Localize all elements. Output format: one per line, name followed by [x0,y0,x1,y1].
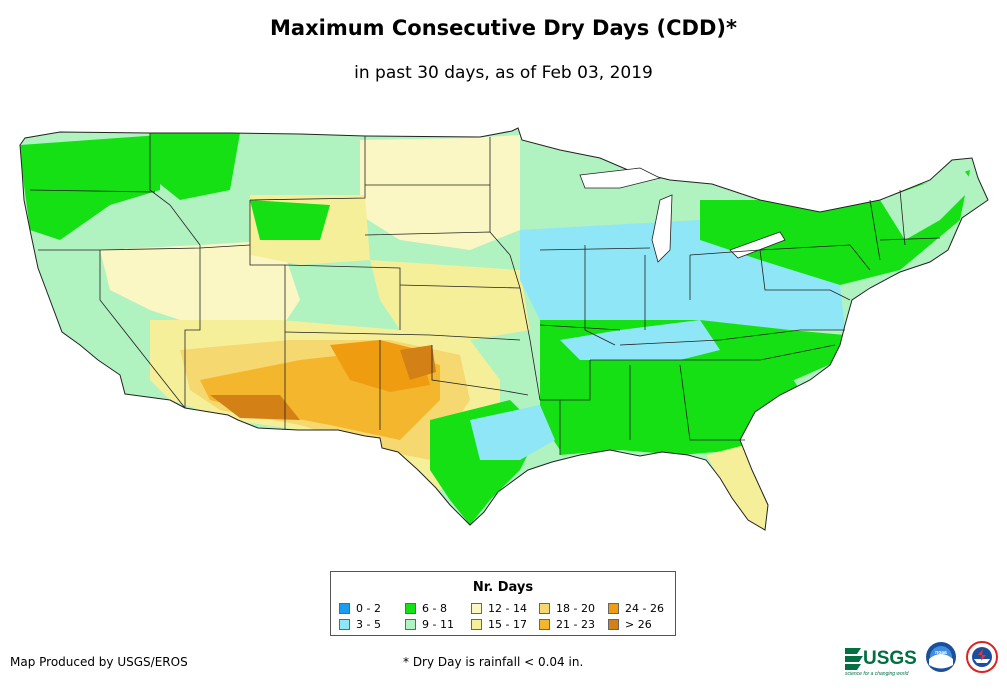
legend-swatch [608,619,619,630]
legend-item-18-20: 18 - 20 [539,602,595,616]
agency-logos: USGS science for a changing world noaa [845,641,998,677]
state-borders [29,133,941,455]
region-pacific-nw [20,135,160,240]
legend-label: 18 - 20 [556,602,595,615]
legend-item-12-14: 12 - 14 [471,602,527,616]
legend-label: > 26 [625,618,652,631]
region-texas-blue [470,405,555,460]
region-southeast-green [560,360,800,455]
legend-swatch [339,619,350,630]
region-north-plains [360,135,520,250]
region-mississippi-blue [560,320,720,370]
legend-label: 12 - 14 [488,602,527,615]
legend-label: 0 - 2 [356,602,381,615]
usgs-logo: USGS science for a changing world [845,648,917,677]
map-credit: Map Produced by USGS/EROS [10,655,188,669]
region-new-england [880,165,975,240]
lake-michigan [651,194,673,263]
legend-swatch [405,603,416,614]
legend-swatch [471,619,482,630]
legend-label: 21 - 23 [556,618,595,631]
legend-label: 24 - 26 [625,602,664,615]
legend-swatch [608,603,619,614]
legend-swatch [539,619,550,630]
legend-item-15-17: 15 - 17 [471,618,527,632]
legend-label: 9 - 11 [422,618,454,631]
legend-item-3-5: 3 - 5 [339,618,381,632]
map-title: Maximum Consecutive Dry Days (CDD)* [270,16,737,40]
legend-swatch [539,603,550,614]
region-tx-dry [400,345,436,380]
us-cdd-map [19,127,989,531]
legend-item-21-23: 21 - 23 [539,618,595,632]
legend-item-gt-26: > 26 [608,618,652,632]
legend-item-6-8: 6 - 8 [405,602,447,616]
legend-title: Nr. Days [472,580,534,595]
legend-label: 6 - 8 [422,602,447,615]
region-idaho-green [150,133,240,200]
map-subtitle: in past 30 days, as of Feb 03, 2019 [354,63,653,83]
noaa-logo-text: noaa [935,650,947,656]
region-great-lakes-blue [520,220,845,330]
dry-day-footnote: * Dry Day is rainfall < 0.04 in. [403,655,584,669]
legend-label: 3 - 5 [356,618,381,631]
legend-swatch [405,619,416,630]
region-wy-green [250,200,330,240]
legend-item-9-11: 9 - 11 [405,618,454,632]
legend: Nr. Days 0 - 2 3 - 5 6 - 8 9 - 11 12 - 1… [330,571,676,636]
nws-logo [966,641,998,673]
noaa-logo: noaa [926,642,956,672]
legend-item-0-2: 0 - 2 [339,602,381,616]
region-colorado-plains [370,260,530,340]
lake-superior [579,167,662,189]
legend-label: 15 - 17 [488,618,527,631]
legend-swatch [471,603,482,614]
region-arizona-dry [210,395,300,420]
usgs-tagline: science for a changing world [845,671,909,677]
legend-item-24-26: 24 - 26 [608,602,664,616]
legend-swatch [339,603,350,614]
usgs-logo-text: USGS [863,648,917,669]
region-florida [706,445,768,530]
